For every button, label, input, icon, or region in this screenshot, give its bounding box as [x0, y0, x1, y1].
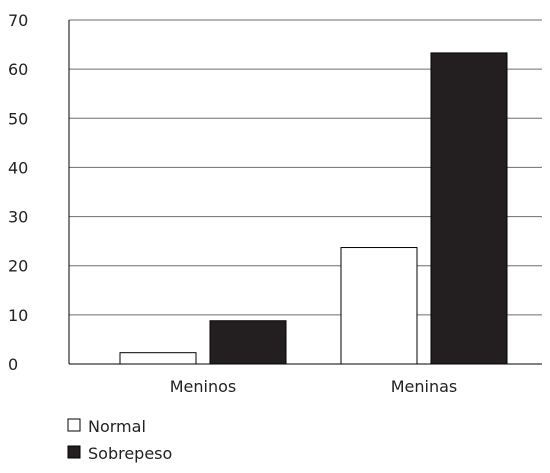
legend-label-sobrepeso: Sobrepeso — [88, 444, 172, 463]
y-tick-label-40: 40 — [8, 158, 28, 177]
y-tick-label-10: 10 — [8, 306, 28, 325]
legend: Normal Sobrepeso — [67, 417, 172, 463]
y-tick-label-0: 0 — [8, 355, 18, 374]
y-tick-labels: 0 10 20 30 40 50 60 70 — [8, 11, 28, 374]
x-tick-label-meninos: Meninos — [170, 377, 237, 396]
y-tick-label-70: 70 — [8, 11, 28, 30]
legend-label-normal: Normal — [88, 417, 146, 436]
x-tick-labels: Meninos Meninas — [170, 377, 458, 396]
y-tick-label-20: 20 — [8, 257, 28, 276]
bars — [119, 52, 508, 365]
axes — [68, 20, 542, 365]
x-tick-label-meninas: Meninas — [391, 377, 458, 396]
bar-normal-meninas — [340, 247, 418, 365]
bar-normal-meninos — [119, 352, 197, 365]
legend-swatch-sobrepeso — [67, 445, 81, 459]
legend-swatch-normal — [67, 418, 81, 432]
gridlines — [69, 19, 542, 316]
y-tick-label-50: 50 — [8, 109, 28, 128]
y-tick-label-60: 60 — [8, 60, 28, 79]
y-tick-label-30: 30 — [8, 208, 28, 227]
bar-sobrepeso-meninos — [209, 320, 287, 365]
bar-sobrepeso-meninas — [430, 52, 508, 365]
